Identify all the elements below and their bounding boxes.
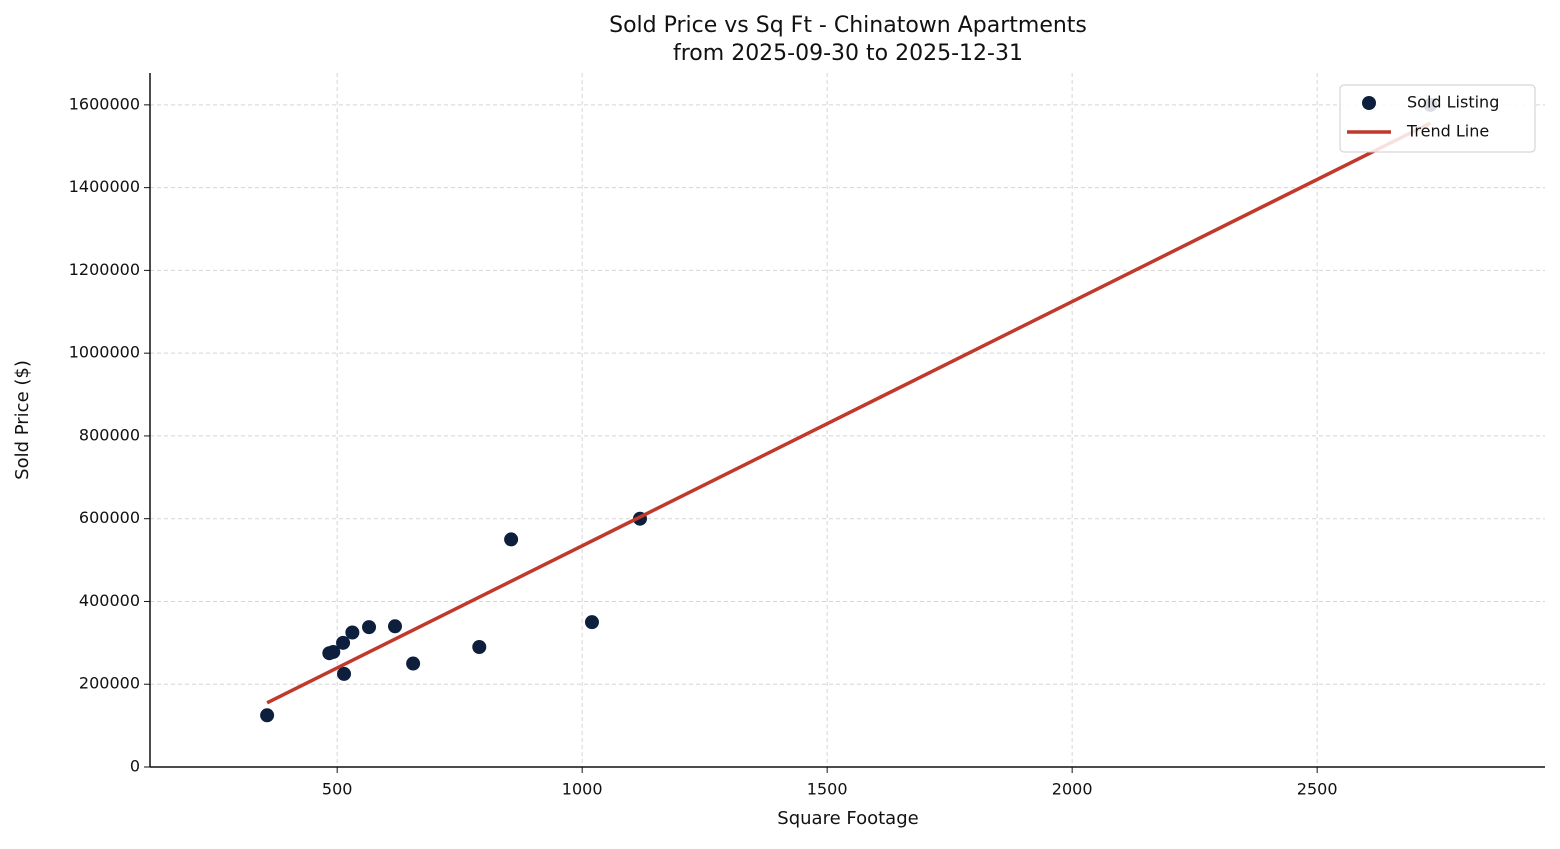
chart-subtitle: from 2025-09-30 to 2025-12-31 — [673, 41, 1023, 66]
x-tick-label: 1000 — [562, 780, 603, 799]
x-tick-label: 500 — [322, 780, 353, 799]
y-tick-label: 1200000 — [69, 260, 140, 279]
y-tick-label: 400000 — [79, 591, 140, 610]
y-tick-label: 800000 — [79, 425, 140, 444]
x-tick-label: 2500 — [1297, 780, 1338, 799]
point — [337, 666, 352, 681]
trend-line — [266, 121, 1432, 705]
point — [584, 615, 599, 630]
legend-marker — [1362, 96, 1376, 110]
y-tick-label: 600000 — [79, 508, 140, 527]
y-axis-label: Sold Price ($) — [12, 360, 33, 480]
point — [260, 708, 275, 723]
x-axis-label: Square Footage — [777, 808, 918, 829]
point — [504, 532, 519, 547]
y-tick-label: 1400000 — [69, 177, 140, 196]
y-tick-label: 0 — [130, 757, 140, 776]
x-tick-label: 1500 — [807, 780, 848, 799]
x-tick-label: 2000 — [1052, 780, 1093, 799]
point — [472, 639, 487, 654]
point — [387, 619, 402, 634]
legend-label: Sold Listing — [1407, 93, 1499, 112]
y-tick-label: 1600000 — [69, 94, 140, 113]
legend-box — [1339, 84, 1536, 153]
point — [406, 656, 421, 671]
point — [326, 644, 341, 659]
y-tick-label: 1000000 — [69, 343, 140, 362]
legend-label: Trend Line — [1406, 122, 1489, 141]
point — [336, 635, 351, 650]
y-tick-label: 200000 — [79, 674, 140, 693]
point — [345, 625, 360, 640]
point — [362, 620, 377, 635]
chart-title: Sold Price vs Sq Ft - Chinatown Apartmen… — [609, 13, 1087, 38]
